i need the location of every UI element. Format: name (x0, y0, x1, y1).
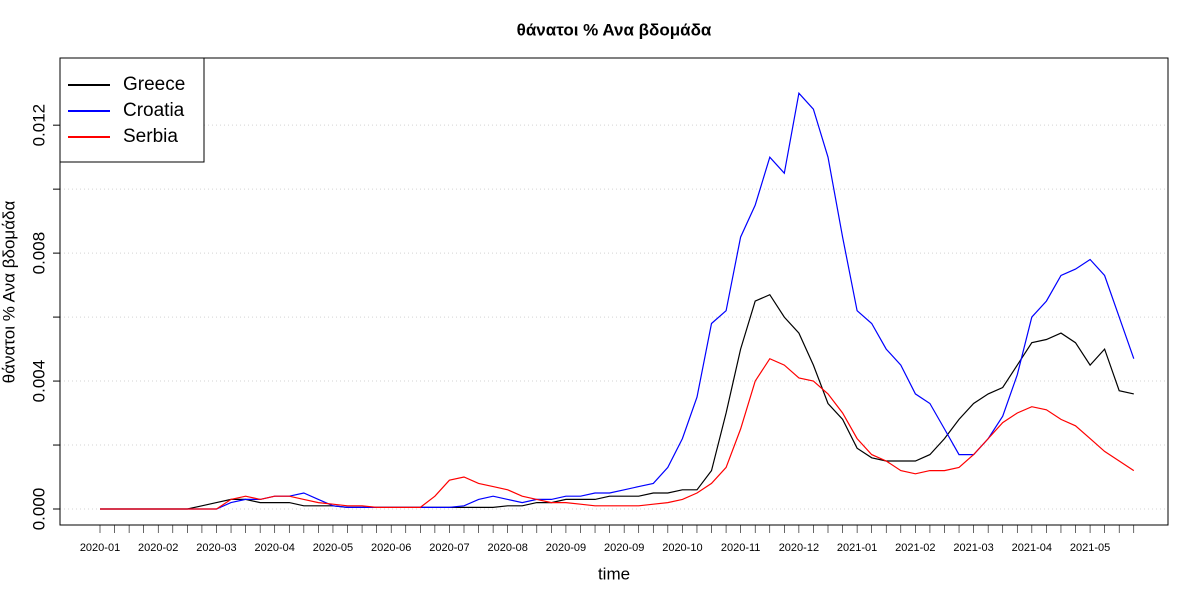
x-tick-label: 2020-09 (546, 542, 586, 554)
x-tick-label: 2020-11 (721, 542, 761, 554)
x-tick-label: 2020-10 (662, 542, 702, 554)
x-tick-label: 2021-01 (837, 542, 877, 554)
series-line (100, 91, 1135, 510)
chart-title: θάνατοι % Ανα βδομάδα (517, 20, 712, 39)
x-tick-label: 2020-09 (604, 542, 644, 554)
y-axis-label: θάνατοι % Ανα βδομάδα (0, 201, 18, 384)
x-tick-label: 2020-07 (429, 542, 469, 554)
x-tick-label: 2021-02 (895, 542, 935, 554)
plot-frame (59, 57, 1169, 526)
x-tick-label: 2020-08 (487, 542, 527, 554)
legend-label: Croatia (123, 100, 185, 121)
x-axis-label: time (598, 564, 630, 583)
y-tick-label: 0.012 (29, 104, 48, 147)
series-line (100, 293, 1134, 510)
x-tick-label: 2021-03 (953, 542, 993, 554)
legend-label: Greece (123, 74, 185, 95)
x-tick-label: 2020-06 (371, 542, 411, 554)
x-tick-label: 2021-05 (1070, 542, 1110, 554)
x-tick-label: 2020-02 (138, 542, 178, 554)
legend-label: Serbia (123, 126, 178, 147)
x-tick-label: 2020-04 (255, 542, 295, 554)
x-tick-label: 2020-01 (80, 542, 120, 554)
y-tick-label: 0.008 (29, 232, 48, 275)
y-tick-label: 0.004 (29, 360, 48, 403)
y-tick-label: 0.000 (29, 488, 48, 531)
x-tick-label: 2020-03 (196, 542, 236, 554)
x-tick-label: 2020-05 (313, 542, 353, 554)
x-tick-label: 2021-04 (1012, 542, 1052, 554)
series-line (100, 357, 1135, 510)
x-tick-label: 2020-12 (779, 542, 819, 554)
